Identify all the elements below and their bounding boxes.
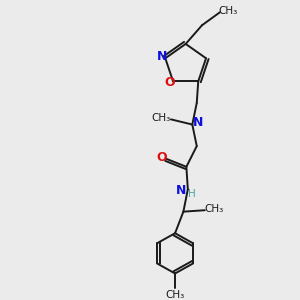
Text: H: H — [188, 189, 195, 200]
Text: N: N — [193, 116, 203, 129]
Text: CH₃: CH₃ — [205, 204, 224, 214]
Text: O: O — [157, 151, 167, 164]
Text: N: N — [157, 50, 167, 63]
Text: CH₃: CH₃ — [218, 6, 238, 16]
Text: O: O — [164, 76, 175, 89]
Text: CH₃: CH₃ — [152, 113, 171, 123]
Text: N: N — [176, 184, 187, 197]
Text: CH₃: CH₃ — [165, 290, 185, 300]
